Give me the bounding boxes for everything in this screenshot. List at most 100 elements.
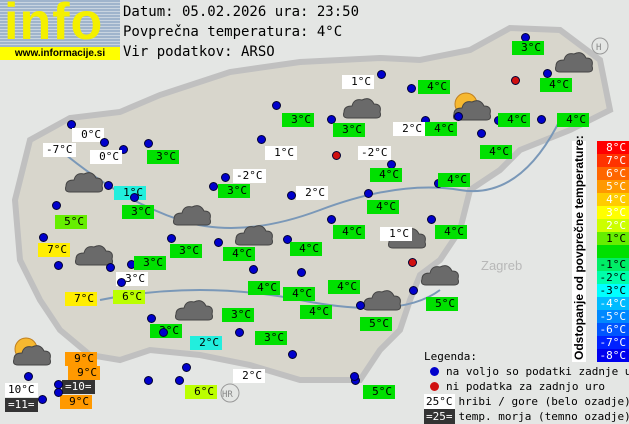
station-dot[interactable] [283,235,292,244]
station-dot[interactable] [377,70,386,79]
station-dot[interactable] [350,372,359,381]
station-dot[interactable] [257,135,266,144]
station-dot[interactable] [209,182,218,191]
station-temperature[interactable]: 9°C [60,395,92,409]
station-temperature[interactable]: 4°C [540,78,572,92]
station-temperature[interactable]: 0°C [72,128,104,142]
station-temperature[interactable]: 4°C [480,145,512,159]
station-dot[interactable] [104,181,113,190]
station-temperature[interactable]: 10°C [5,383,38,397]
station-dot[interactable] [54,388,63,397]
station-temperature[interactable]: 2°C [296,186,328,200]
station-dot[interactable] [327,215,336,224]
station-temperature[interactable]: 5°C [360,317,392,331]
station-temperature[interactable]: 5°C [363,385,395,399]
station-temperature[interactable]: 3°C [218,184,250,198]
station-temperature[interactable]: 4°C [418,80,450,94]
station-temperature[interactable]: -2°C [233,169,266,183]
station-temperature[interactable]: 4°C [333,225,365,239]
station-temperature[interactable]: 1°C [380,227,412,241]
station-dot[interactable] [287,191,296,200]
station-dot[interactable] [364,189,373,198]
station-temperature[interactable]: 6°C [113,290,145,304]
station-temperature[interactable]: 2°C [233,369,265,383]
station-dot[interactable] [130,193,139,202]
station-temperature[interactable]: 4°C [498,113,530,127]
station-temperature[interactable]: 3°C [147,150,179,164]
station-temperature[interactable]: 4°C [435,225,467,239]
station-temperature[interactable]: =10= [62,380,95,394]
station-temperature[interactable]: 3°C [222,308,254,322]
station-dot[interactable] [537,115,546,124]
station-temperature[interactable]: 4°C [425,122,457,136]
station-temperature[interactable]: 3°C [333,123,365,137]
missing-station-dot[interactable] [511,76,520,85]
station-dot[interactable] [182,363,191,372]
station-temperature[interactable]: 9°C [65,352,97,366]
station-temperature[interactable]: 4°C [438,173,470,187]
station-temperature[interactable]: 6°C [185,385,217,399]
station-temperature[interactable]: 4°C [557,113,589,127]
station-dot[interactable] [407,84,416,93]
station-temperature[interactable]: 0°C [90,150,122,164]
station-temperature[interactable]: 3°C [122,205,154,219]
station-dot[interactable] [454,112,463,121]
station-dot[interactable] [235,328,244,337]
station-temperature[interactable]: 7°C [38,243,70,257]
station-temperature[interactable]: 3°C [512,41,544,55]
station-temperature[interactable]: 9°C [68,366,100,380]
station-temperature[interactable]: 4°C [370,168,402,182]
station-dot[interactable] [144,139,153,148]
station-dot[interactable] [356,301,365,310]
station-temperature[interactable]: -2°C [358,146,391,160]
station-temperature[interactable]: 2°C [393,122,425,136]
station-temperature[interactable]: 1°C [265,146,297,160]
missing-station-dot[interactable] [332,151,341,160]
station-temperature[interactable]: =11= [5,398,38,412]
station-dot[interactable] [147,314,156,323]
station-temperature[interactable]: 3°C [255,331,287,345]
station-temperature[interactable]: 4°C [328,280,360,294]
station-dot[interactable] [288,350,297,359]
station-temperature[interactable]: 4°C [367,200,399,214]
station-dot[interactable] [159,328,168,337]
station-dot[interactable] [119,145,128,154]
station-temperature[interactable]: 4°C [248,281,280,295]
station-temperature[interactable]: 2°C [190,336,222,350]
station-dot[interactable] [427,215,436,224]
station-temperature[interactable]: 3°C [134,256,166,270]
station-dot[interactable] [167,234,176,243]
station-dot[interactable] [477,129,486,138]
station-dot[interactable] [175,376,184,385]
station-temperature[interactable]: 4°C [290,242,322,256]
station-temperature[interactable]: -7°C [43,143,76,157]
station-dot[interactable] [221,173,230,182]
station-temperature[interactable]: 4°C [223,247,255,261]
station-temperature[interactable]: 4°C [300,305,332,319]
station-temperature[interactable]: 5°C [55,215,87,229]
logo[interactable]: info www.informacije.si [0,0,120,60]
station-dot[interactable] [117,278,126,287]
station-dot[interactable] [38,395,47,404]
station-dot[interactable] [249,265,258,274]
station-dot[interactable] [297,268,306,277]
station-temperature[interactable]: 7°C [65,292,97,306]
station-dot[interactable] [272,101,281,110]
station-temperature[interactable]: 3°C [282,113,314,127]
station-dot[interactable] [67,120,76,129]
station-dot[interactable] [52,201,61,210]
station-dot[interactable] [100,138,109,147]
station-dot[interactable] [39,233,48,242]
station-dot[interactable] [214,238,223,247]
station-temperature[interactable]: 4°C [283,287,315,301]
station-dot[interactable] [543,69,552,78]
station-dot[interactable] [54,261,63,270]
station-temperature[interactable]: 1°C [342,75,374,89]
station-dot[interactable] [24,372,33,381]
station-dot[interactable] [409,286,418,295]
station-dot[interactable] [144,376,153,385]
station-temperature[interactable]: 3°C [170,244,202,258]
logo-url[interactable]: www.informacije.si [0,47,120,60]
missing-station-dot[interactable] [408,258,417,267]
station-temperature[interactable]: 5°C [426,297,458,311]
